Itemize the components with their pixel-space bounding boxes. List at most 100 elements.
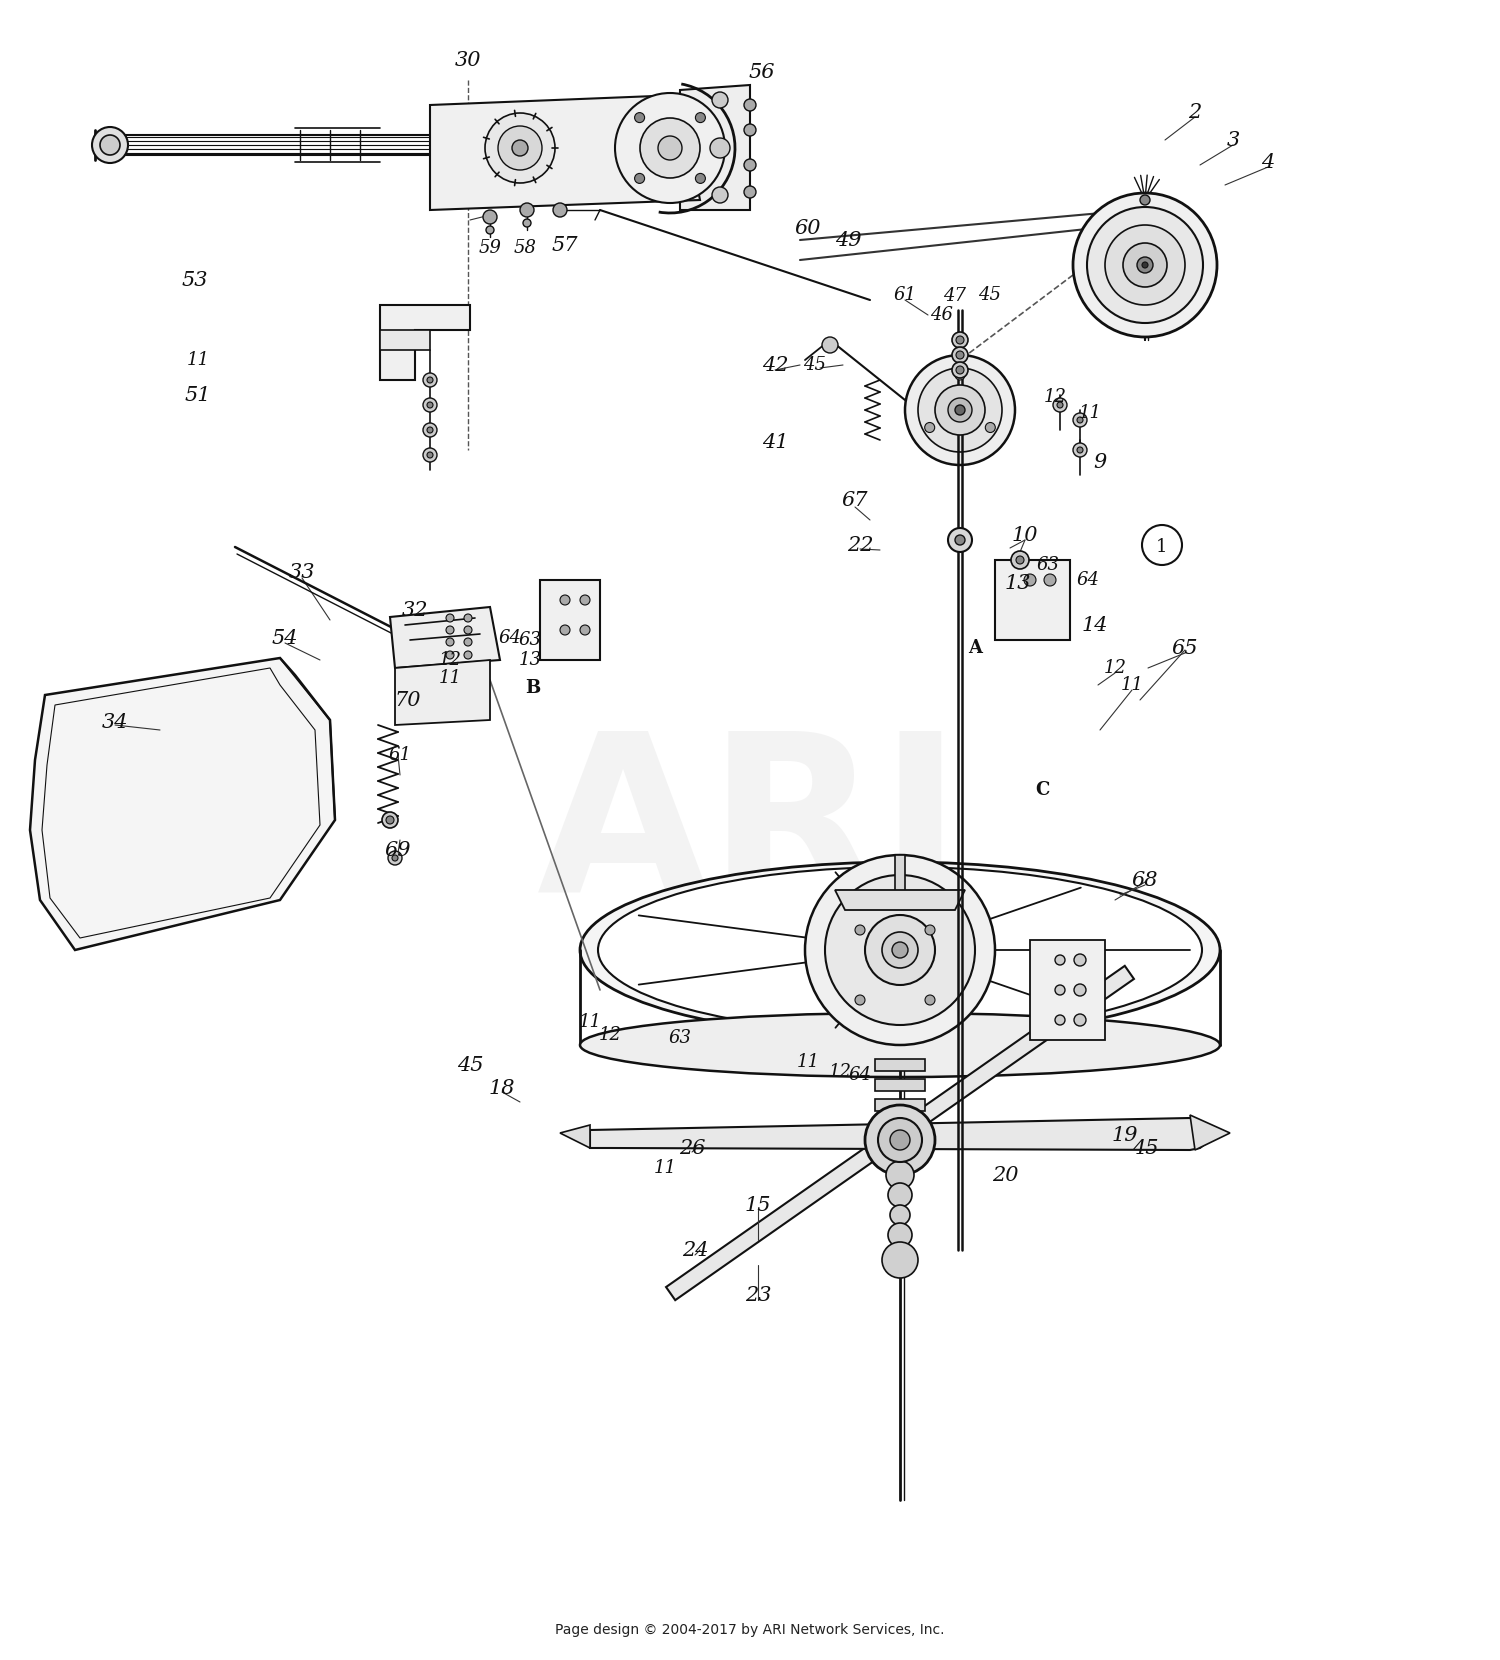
Circle shape [904, 355, 1016, 465]
Circle shape [658, 136, 682, 159]
Circle shape [1054, 984, 1065, 994]
Circle shape [948, 528, 972, 553]
Circle shape [560, 626, 570, 636]
Polygon shape [680, 85, 750, 211]
Circle shape [924, 423, 934, 433]
Circle shape [1077, 417, 1083, 423]
Circle shape [744, 100, 756, 111]
Text: 68: 68 [1131, 870, 1158, 890]
Circle shape [427, 452, 433, 458]
Circle shape [712, 91, 728, 108]
Text: 12: 12 [1044, 388, 1066, 407]
Text: 4: 4 [1262, 153, 1275, 171]
Circle shape [890, 1205, 910, 1225]
Circle shape [423, 448, 436, 461]
Circle shape [484, 113, 555, 183]
Circle shape [712, 188, 728, 203]
Circle shape [952, 347, 968, 364]
Text: 65: 65 [1172, 639, 1198, 657]
Polygon shape [380, 330, 430, 350]
Circle shape [423, 374, 436, 387]
Circle shape [822, 337, 839, 354]
Circle shape [388, 852, 402, 865]
Text: 11: 11 [186, 350, 210, 369]
Circle shape [1072, 443, 1088, 457]
Text: 61: 61 [894, 286, 916, 304]
Circle shape [1077, 447, 1083, 453]
Text: 69: 69 [384, 840, 411, 860]
Text: 45: 45 [456, 1056, 483, 1074]
Polygon shape [394, 661, 490, 725]
Polygon shape [994, 559, 1070, 641]
Circle shape [520, 203, 534, 217]
Circle shape [918, 369, 1002, 452]
Circle shape [744, 159, 756, 171]
Text: 12: 12 [438, 651, 462, 669]
Circle shape [825, 875, 975, 1024]
Circle shape [952, 332, 968, 349]
Text: 22: 22 [846, 536, 873, 554]
Text: 56: 56 [748, 63, 776, 81]
Polygon shape [1030, 940, 1106, 1041]
Text: 9: 9 [1094, 453, 1107, 471]
Text: 13: 13 [519, 651, 542, 669]
Text: 67: 67 [842, 490, 868, 510]
Circle shape [386, 817, 394, 823]
Ellipse shape [598, 867, 1202, 1033]
Text: 14: 14 [1082, 616, 1108, 634]
Circle shape [554, 203, 567, 217]
Circle shape [1054, 1014, 1065, 1024]
Text: 58: 58 [513, 239, 537, 257]
Text: 1: 1 [1156, 538, 1167, 556]
Circle shape [890, 1130, 910, 1150]
Circle shape [427, 377, 433, 383]
Circle shape [483, 211, 496, 224]
Circle shape [580, 594, 590, 604]
Circle shape [446, 637, 454, 646]
Ellipse shape [580, 1013, 1220, 1077]
Text: 32: 32 [402, 601, 429, 619]
Circle shape [956, 535, 964, 544]
Circle shape [1053, 398, 1066, 412]
Circle shape [1140, 194, 1150, 204]
Text: 47: 47 [944, 287, 966, 305]
Circle shape [1024, 574, 1036, 586]
Text: 12: 12 [1104, 659, 1126, 677]
Circle shape [926, 994, 934, 1004]
Circle shape [640, 118, 700, 178]
Circle shape [878, 1117, 922, 1162]
Text: 49: 49 [834, 231, 861, 249]
Text: 64: 64 [498, 629, 522, 647]
Circle shape [952, 362, 968, 378]
Circle shape [882, 1242, 918, 1278]
Circle shape [956, 405, 964, 415]
Circle shape [696, 113, 705, 123]
Circle shape [464, 614, 472, 622]
Polygon shape [836, 890, 964, 910]
Circle shape [865, 915, 934, 984]
Circle shape [560, 594, 570, 604]
Text: 11: 11 [438, 669, 462, 687]
Polygon shape [666, 966, 1134, 1300]
Circle shape [100, 134, 120, 154]
Circle shape [1124, 242, 1167, 287]
Circle shape [1058, 402, 1064, 408]
Circle shape [806, 855, 994, 1046]
Circle shape [888, 1184, 912, 1207]
Circle shape [948, 398, 972, 422]
Circle shape [446, 651, 454, 659]
Text: B: B [525, 679, 540, 697]
Circle shape [1072, 413, 1088, 427]
Circle shape [634, 113, 645, 123]
Text: 42: 42 [762, 355, 789, 375]
Text: 70: 70 [394, 691, 422, 709]
Circle shape [464, 626, 472, 634]
Circle shape [986, 423, 996, 433]
Circle shape [1142, 262, 1148, 267]
Circle shape [1074, 1014, 1086, 1026]
Circle shape [498, 126, 542, 169]
Text: 46: 46 [930, 305, 954, 324]
Polygon shape [540, 579, 600, 661]
Text: 2: 2 [1188, 103, 1202, 121]
Text: 11: 11 [1120, 676, 1143, 694]
